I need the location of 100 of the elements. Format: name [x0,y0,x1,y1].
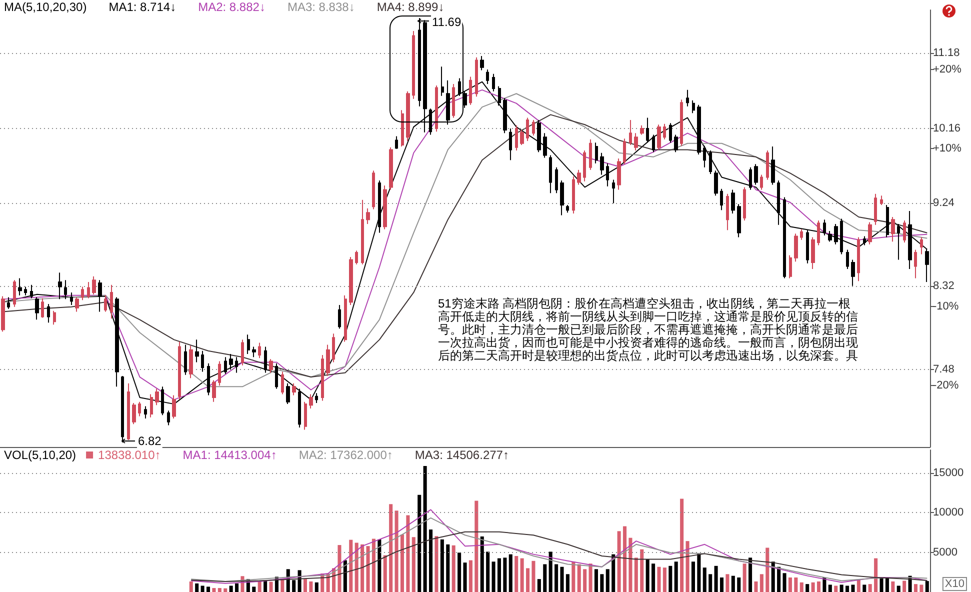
candlestick [697,104,701,155]
candlestick [338,304,341,330]
candlestick [731,189,735,214]
candlestick [7,296,10,310]
bar [394,510,398,592]
candlestick [115,296,119,388]
bar [354,542,358,592]
candlestick [144,406,147,419]
candlestick [863,236,866,246]
candlestick [874,193,877,226]
bar [622,526,627,592]
candlestick [612,179,615,204]
candlestick [663,123,666,140]
candlestick [184,344,187,376]
text: MA1: 8.714↓ [108,0,176,14]
candlestick [87,282,90,299]
candlestick [817,220,820,246]
candlestick [657,124,661,150]
bar [440,539,444,592]
bar [702,568,706,592]
bar [554,564,558,592]
candlestick [680,99,683,146]
candlestick [247,334,250,354]
candlestick [560,180,564,216]
bar [634,558,638,592]
legend-title: VOL(5,10,20) [4,448,76,462]
bar [537,579,541,592]
bar [652,564,656,592]
bar [811,582,815,592]
bar [782,573,786,592]
candlestick [623,138,626,165]
text: MA2: 17362.000↑ [298,448,393,462]
bar [766,548,770,592]
candlestick [30,284,33,299]
bar [458,552,462,592]
bar [628,538,632,592]
candlestick [281,371,284,395]
candlestick [269,358,273,374]
bar [412,537,416,592]
candlestick [714,170,718,196]
bar [349,540,353,592]
candlestick [891,216,895,242]
bar [600,574,604,592]
bar [366,546,370,592]
bar [640,549,644,592]
candlestick [372,170,375,210]
bar [800,582,804,592]
bar [851,584,855,592]
bar [583,569,587,592]
candlestick [617,158,621,190]
y-tick-label: 11.18 [933,47,960,60]
candlestick [492,73,495,92]
bar [708,574,712,592]
candlestick [292,382,296,396]
candlestick [155,388,159,406]
candlestick [754,164,758,186]
bar [788,577,792,592]
candlestick [903,220,906,244]
candlestick [572,176,575,214]
bar [195,583,199,592]
bar [577,564,581,592]
y-tick-label: 10000 [933,506,964,519]
candlestick [806,230,809,264]
bar [822,577,826,592]
bar [606,569,610,592]
bar [532,560,536,592]
candlestick [195,339,199,363]
candlestick [344,294,347,342]
candlestick [235,356,238,374]
bar [520,558,524,592]
candlestick [771,146,775,186]
candlestick [150,394,153,418]
candlestick [583,150,586,182]
candlestick [218,360,221,386]
bar [560,566,564,592]
candlestick [652,134,655,153]
bar [503,558,507,592]
bar [816,581,821,592]
bar [383,555,387,592]
candlestick [589,138,592,170]
bar [474,500,478,592]
candlestick [167,410,170,426]
candlestick [321,354,324,402]
candlestick [766,150,769,180]
bar [834,586,838,592]
candlestick [646,117,649,144]
bar [726,574,730,592]
annotation: 6.82 [138,434,162,448]
bar [434,536,438,592]
candlestick [880,195,883,206]
candlestick [908,210,912,270]
candlestick [98,280,102,312]
bar [418,494,422,592]
candlestick [595,142,598,164]
bar [423,466,427,592]
bar [846,586,850,592]
candlestick [720,188,723,211]
candlestick [110,284,113,320]
candlestick [537,120,541,153]
candlestick [469,76,472,106]
